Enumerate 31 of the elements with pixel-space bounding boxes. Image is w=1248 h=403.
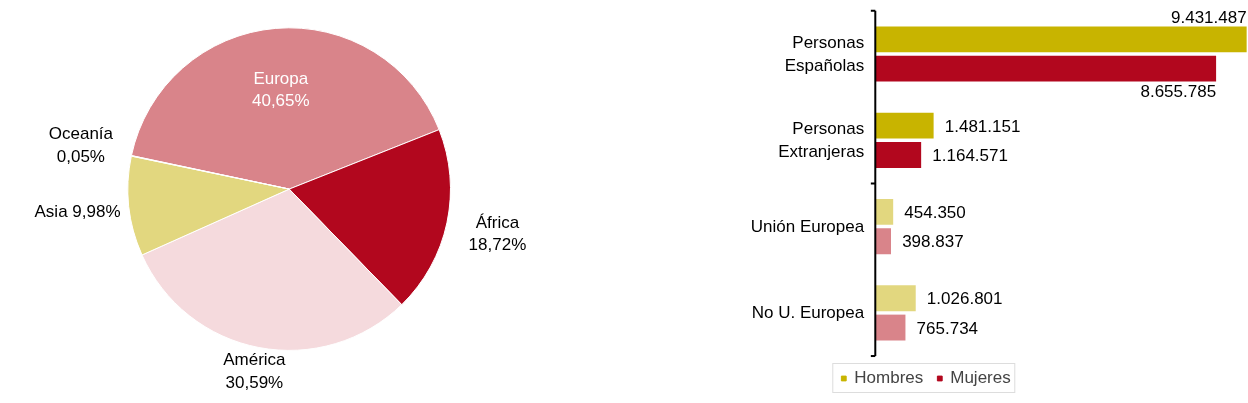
slice-label: África — [475, 212, 520, 232]
y-tick-label: No U. Europea — [751, 303, 865, 323]
bar — [875, 314, 906, 341]
y-tick-label: Personas Extranjeras — [778, 119, 865, 162]
data-label: 765.734 — [916, 318, 979, 338]
y-tick-label: Personas Españolas — [784, 33, 865, 75]
bar — [875, 228, 891, 255]
data-label: 0,05% — [56, 147, 105, 167]
data-label: 1.026.801 — [926, 289, 1003, 309]
slice-label: América — [223, 350, 287, 370]
bar — [875, 55, 1217, 82]
bar — [875, 285, 916, 312]
bar — [875, 112, 934, 139]
slice-label: Asia 9,98% — [34, 202, 121, 222]
bar — [875, 198, 894, 225]
y-tick-label: Unión Europea — [750, 217, 865, 237]
bar — [875, 26, 1247, 53]
data-label: 40,65% — [251, 91, 310, 111]
data-label: 398.837 — [902, 232, 964, 252]
data-label: 1.481.151 — [944, 116, 1021, 136]
data-label: 454.350 — [904, 202, 966, 222]
slice-label: Europa — [253, 68, 309, 88]
data-label: 1.164.571 — [932, 145, 1008, 165]
data-label: 9.431.487 — [1171, 7, 1247, 27]
data-label: 30,59% — [225, 373, 284, 393]
bar — [875, 142, 922, 168]
data-label: 18,72% — [468, 235, 527, 255]
legend-label: Mujeres — [950, 368, 1011, 388]
slice-label: Oceanía — [48, 124, 114, 144]
legend-label: Hombres — [854, 368, 924, 388]
data-label: 8.655.785 — [1140, 82, 1217, 102]
